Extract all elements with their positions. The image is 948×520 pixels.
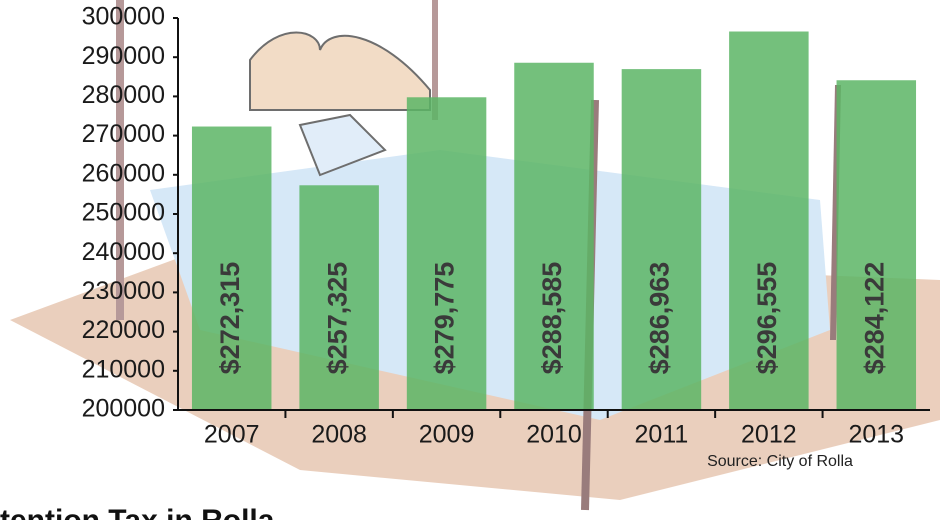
value-label: $284,122	[859, 262, 889, 375]
x-tick-label: 2013	[848, 421, 904, 449]
x-tick-label: 2008	[311, 421, 367, 449]
y-tick-label: 230000	[82, 277, 165, 305]
bar	[514, 62, 594, 411]
y-tick-label: 200000	[82, 395, 165, 423]
bar	[191, 126, 272, 410]
bar	[621, 69, 702, 410]
x-tick-label: 2012	[741, 421, 797, 449]
y-tick-label: 300000	[82, 3, 165, 31]
y-tick-label: 220000	[82, 316, 165, 344]
x-tick-label: 2007	[204, 421, 260, 449]
caption: tention Tax in Rolla	[0, 504, 275, 520]
value-label: $257,325	[322, 262, 352, 375]
value-label: $272,315	[215, 262, 245, 375]
y-tick-label: 290000	[82, 42, 165, 70]
x-tick-label: 2011	[635, 421, 689, 449]
plot-area	[191, 31, 917, 411]
bar	[406, 97, 487, 411]
y-tick-label: 210000	[82, 355, 165, 383]
x-tick-label: 2009	[419, 421, 475, 449]
value-label: $288,585	[537, 262, 567, 375]
x-tick-label: 2010	[526, 421, 582, 449]
y-tick-label: 280000	[82, 81, 165, 109]
source-note: Source: City of Rolla	[707, 453, 853, 470]
bar	[299, 185, 379, 410]
y-tick-label: 240000	[82, 238, 165, 266]
y-tick-label: 250000	[82, 199, 165, 227]
value-label: $279,775	[430, 262, 460, 375]
value-label: $296,555	[752, 262, 782, 375]
value-label: $286,963	[645, 262, 675, 375]
y-tick-label: 260000	[82, 159, 165, 187]
y-tick-label: 270000	[82, 120, 165, 148]
bar	[729, 31, 809, 411]
bar	[836, 80, 917, 410]
